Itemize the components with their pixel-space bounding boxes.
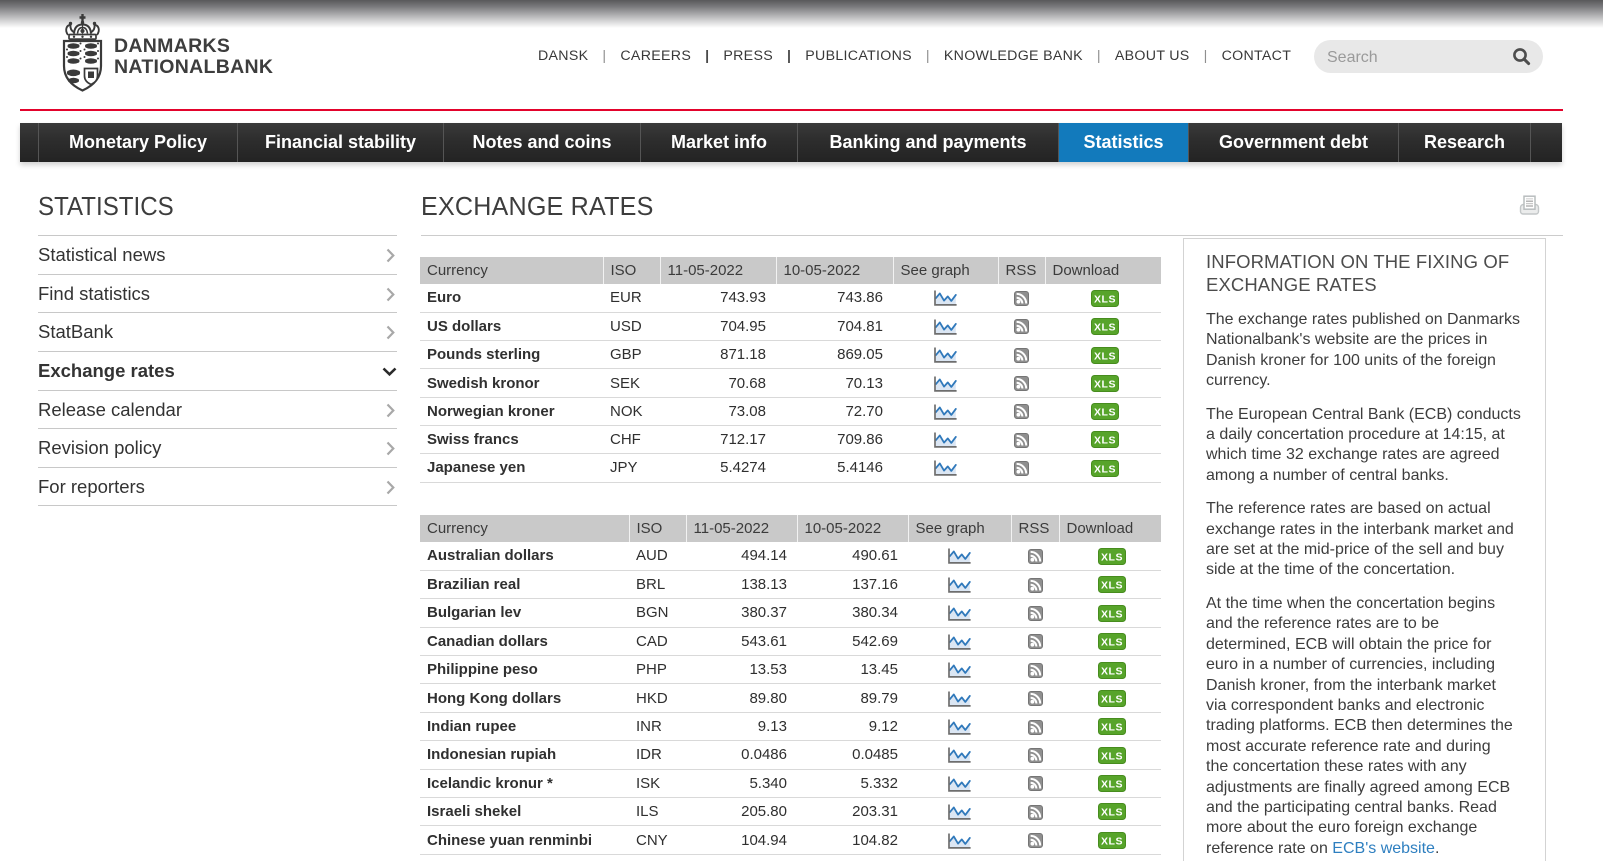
svg-text:XLS: XLS (1094, 350, 1116, 362)
svg-text:XLS: XLS (1101, 665, 1123, 677)
svg-text:XLS: XLS (1094, 435, 1116, 447)
svg-text:XLS: XLS (1094, 407, 1116, 419)
svg-text:XLS: XLS (1094, 463, 1116, 475)
svg-text:XLS: XLS (1101, 551, 1123, 563)
svg-text:XLS: XLS (1101, 608, 1123, 620)
svg-text:XLS: XLS (1101, 722, 1123, 734)
svg-text:XLS: XLS (1101, 637, 1123, 649)
svg-text:XLS: XLS (1101, 580, 1123, 592)
svg-text:XLS: XLS (1094, 378, 1116, 390)
svg-text:XLS: XLS (1094, 322, 1116, 334)
svg-text:XLS: XLS (1101, 693, 1123, 705)
svg-text:XLS: XLS (1101, 835, 1123, 847)
svg-text:XLS: XLS (1101, 750, 1123, 762)
svg-text:XLS: XLS (1094, 293, 1116, 305)
svg-text:XLS: XLS (1101, 807, 1123, 819)
svg-text:XLS: XLS (1101, 779, 1123, 791)
